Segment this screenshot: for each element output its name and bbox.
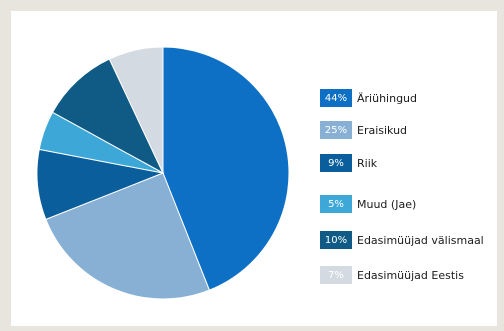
legend-item: 10% Edasimüüjad välismaal xyxy=(320,230,484,250)
legend-swatch: 9% xyxy=(320,154,352,172)
legend-label: Äriühingud xyxy=(357,91,418,105)
legend-label: Muud (Jae) xyxy=(357,197,417,211)
legend-percent: 44% xyxy=(324,92,348,104)
legend-swatch: 10% xyxy=(320,231,352,249)
legend-label: Edasimüüjad välismaal xyxy=(357,233,484,247)
pie-slice-1 xyxy=(162,46,290,291)
legend-percent: 7% xyxy=(328,269,344,281)
legend-label: Eraisikud xyxy=(357,123,408,137)
legend-swatch: 44% xyxy=(320,89,352,107)
legend-item: 5% Muud (Jae) xyxy=(320,194,416,214)
legend-swatch: 7% xyxy=(320,266,352,284)
legend-label: Edasimüüjad Eestis xyxy=(357,268,464,282)
pie-slice-2 xyxy=(45,172,211,300)
pie-slice-6 xyxy=(108,46,164,174)
legend-swatch: 5% xyxy=(320,195,352,213)
legend-percent: 25% xyxy=(324,124,348,136)
legend-item: 44% Äriühingud xyxy=(320,88,417,108)
legend-item: 9% Riik xyxy=(320,153,377,173)
legend-item: 7% Edasimüüjad Eestis xyxy=(320,265,464,285)
legend-percent: 10% xyxy=(324,234,348,246)
pie-slice-5 xyxy=(51,58,165,175)
legend-item: 25% Eraisikud xyxy=(320,120,407,140)
legend-swatch: 25% xyxy=(320,121,352,139)
legend-label: Riik xyxy=(357,156,378,170)
legend-percent: 5% xyxy=(328,198,344,210)
legend-percent: 9% xyxy=(328,157,344,169)
